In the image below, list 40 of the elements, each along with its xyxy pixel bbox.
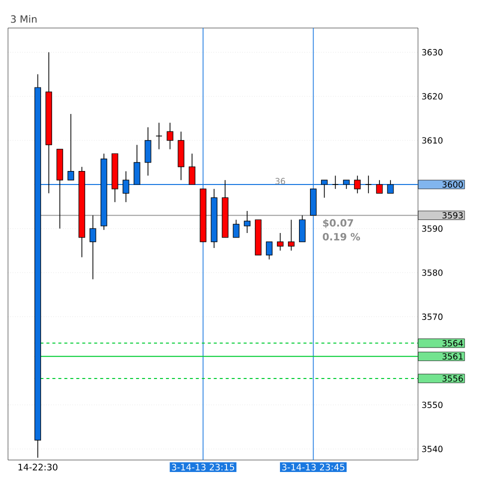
candlestick bbox=[354, 175, 361, 194]
candlestick bbox=[376, 180, 383, 194]
candlestick bbox=[68, 114, 74, 180]
candlestick bbox=[90, 214, 96, 280]
candlestick bbox=[276, 232, 284, 252]
candlestick bbox=[244, 210, 250, 234]
x-tick-label: 14-22:30 bbox=[18, 464, 58, 470]
y-tick-label: 3540 bbox=[422, 446, 443, 452]
annotation: $0.07 bbox=[323, 218, 354, 228]
x-tick-label: 3-14-13 23:15 bbox=[172, 464, 234, 470]
candlestick bbox=[156, 122, 162, 150]
annotation: 36 bbox=[275, 178, 286, 184]
candlestick bbox=[134, 144, 140, 185]
y-tick-label: 3580 bbox=[422, 269, 443, 276]
candlestick bbox=[188, 153, 196, 185]
candlestick bbox=[365, 175, 372, 194]
candlestick bbox=[232, 219, 240, 238]
candlestick bbox=[122, 170, 130, 203]
chart-title: 3 Min bbox=[10, 15, 37, 23]
y-tick-label: 3570 bbox=[422, 314, 443, 320]
ref-line-label: 3593 bbox=[442, 212, 463, 219]
candlestick bbox=[144, 126, 152, 176]
y-tick-label: 3620 bbox=[422, 93, 443, 100]
candlestick bbox=[387, 180, 394, 194]
x-tick-label: 3-14-13 23:45 bbox=[282, 464, 344, 470]
y-tick-label: 3630 bbox=[422, 49, 443, 56]
ref-line-label: 3561 bbox=[442, 353, 463, 360]
candlestick bbox=[332, 175, 339, 190]
ref-line-label: 3600 bbox=[442, 181, 463, 188]
y-tick-label: 3590 bbox=[422, 225, 443, 232]
candlestick bbox=[166, 122, 174, 150]
candlestick bbox=[321, 180, 328, 198]
candlestick bbox=[299, 214, 306, 242]
ref-line-label: 3556 bbox=[442, 375, 463, 382]
candlestick bbox=[266, 241, 272, 260]
ref-line-label: 3564 bbox=[442, 340, 463, 346]
candlestick bbox=[288, 219, 295, 252]
annotation: 0.19 % bbox=[322, 232, 360, 240]
y-tick-label: 3550 bbox=[422, 402, 443, 408]
y-tick-label: 3610 bbox=[422, 137, 443, 144]
